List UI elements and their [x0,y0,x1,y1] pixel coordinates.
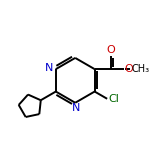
Text: O: O [124,64,133,74]
Text: Cl: Cl [108,94,119,104]
Text: N: N [72,104,80,114]
Text: CH₃: CH₃ [132,64,150,74]
Text: O: O [106,45,115,55]
Text: N: N [45,63,53,73]
